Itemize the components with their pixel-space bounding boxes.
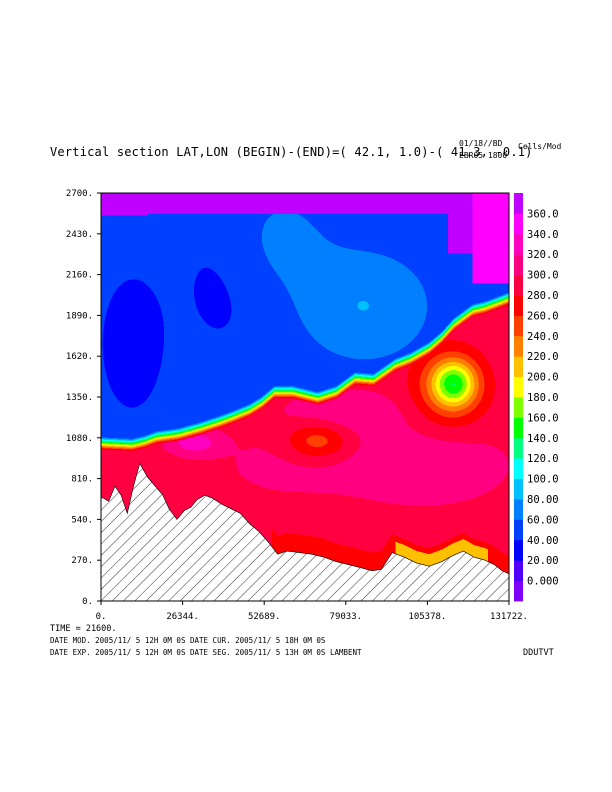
colorbar-swatch (514, 478, 523, 500)
run-tag: EBR05 1800 (459, 151, 508, 160)
y-tick-label: 1620. (66, 352, 93, 362)
units-label: Cells/Mod (518, 142, 562, 151)
colorbar-label: 20.00 (527, 555, 559, 567)
x-tick-label: 79033. (330, 612, 363, 622)
colorbar-label: 200.0 (527, 372, 559, 384)
date-line-2: DATE EXP. 2005/11/ 5 12H 0M 0S DATE SEG.… (50, 648, 362, 657)
colorbar-swatch (514, 417, 523, 439)
colorbar-label: 40.00 (527, 535, 559, 547)
colorbar-swatch (514, 376, 523, 398)
colorbar-swatch (514, 254, 523, 275)
colorbar-swatch (514, 295, 523, 316)
terrain-hatch (101, 462, 509, 601)
colorbar-swatch (514, 499, 523, 520)
y-tick-label: 2700. (66, 189, 93, 199)
x-tick-label: 131722. (490, 612, 528, 622)
colorbar-label: 120.0 (527, 453, 559, 465)
colorbar-swatch (514, 397, 523, 418)
time-label: TIME = 21600. (50, 624, 117, 634)
date-tag: 01/18//BD (459, 139, 503, 148)
x-tick-label: 0. (96, 612, 107, 622)
colorbar-swatch (514, 193, 523, 214)
y-tick-label: 1080. (66, 434, 93, 444)
colorbar-label: 160.0 (527, 412, 559, 424)
colorbar-label: 60.00 (527, 514, 559, 526)
colorbar-label: 240.0 (527, 331, 559, 343)
colorbar-swatch (514, 335, 523, 357)
x-tick-label: 105378. (408, 612, 446, 622)
colorbar-label: 220.0 (527, 351, 559, 363)
colorbar-swatch (514, 315, 523, 337)
colorbar-swatch (514, 458, 523, 479)
colorbar-swatch (514, 274, 523, 296)
y-tick-label: 540. (71, 515, 93, 525)
colorbar-swatch (514, 519, 523, 541)
colorbar: 0.000 20.00 40.00 60.00 80.00 100.0 120.0 140.0… (514, 193, 559, 602)
y-tick-label: 270. (71, 556, 93, 566)
colorbar-swatch (514, 539, 523, 561)
colorbar-swatch (514, 356, 523, 377)
colorbar-label: 360.0 (527, 208, 559, 220)
y-tick-label: 0. (82, 597, 93, 607)
y-tick-label: 810. (71, 475, 93, 485)
colorbar-swatch (514, 233, 523, 255)
x-tick-label: 26344. (166, 612, 199, 622)
colorbar-label: 260.0 (527, 310, 559, 322)
field-name: DDUTVT (523, 648, 554, 658)
colorbar-label: 280.0 (527, 290, 559, 302)
colorbar-swatch (514, 580, 523, 602)
colorbar-label: 80.00 (527, 494, 559, 506)
colorbar-swatch (514, 213, 523, 235)
y-tick-label: 1890. (66, 311, 93, 321)
date-line-1: DATE MOD. 2005/11/ 5 12H 0M 0S DATE CUR.… (50, 636, 326, 645)
y-tick-label: 2430. (66, 230, 93, 240)
colorbar-swatch (514, 560, 523, 581)
colorbar-label: 320.0 (527, 249, 559, 261)
colorbar-label: 180.0 (527, 392, 559, 404)
colorbar-label: 0.000 (527, 576, 559, 588)
colorbar-label: 100.0 (527, 474, 559, 486)
x-tick-label: 52689. (248, 612, 281, 622)
colorbar-swatch (514, 437, 523, 459)
y-tick-label: 1350. (66, 393, 93, 403)
chart-title: Vertical section LAT,LON (BEGIN)-(END)=(… (50, 145, 533, 159)
y-tick-label: 2160. (66, 271, 93, 281)
colorbar-label: 140.0 (527, 433, 559, 445)
colorbar-label: 340.0 (527, 229, 559, 241)
colorbar-label: 300.0 (527, 270, 559, 282)
